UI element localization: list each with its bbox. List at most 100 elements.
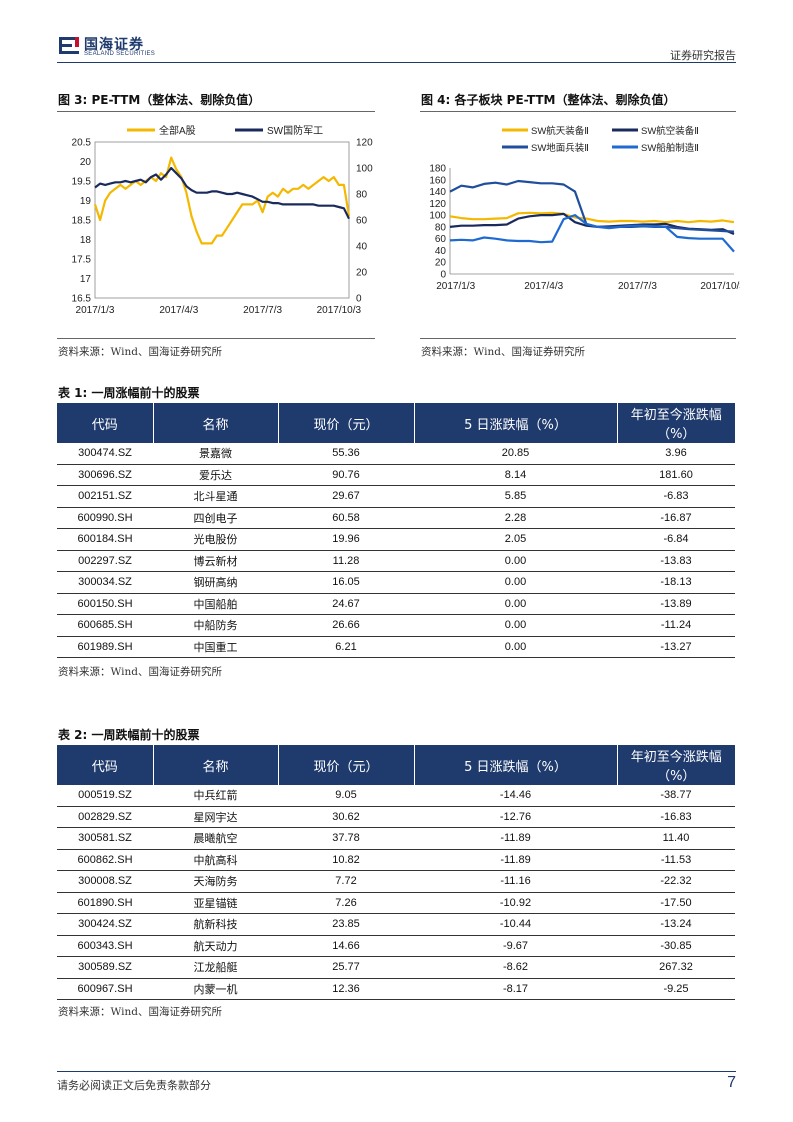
table2-code-cell: 000519.SZ [57, 785, 153, 807]
header-divider [57, 62, 736, 63]
table2-ytd-change-cell: -30.85 [617, 935, 735, 957]
table1-row: 600150.SH 中国船舶 24.67 0.00 -13.89 [57, 593, 735, 615]
table1-5day-change-cell: 5.85 [414, 485, 617, 508]
table2-ytd-change-cell: -11.53 [617, 849, 735, 871]
y-left-tick-label: 20 [80, 157, 92, 168]
y-left-tick-label: 16.5 [72, 294, 92, 305]
figure3-bottom-rule [57, 338, 375, 339]
table2-header-ytd-change: 年初至今涨跌幅（%） [617, 745, 735, 785]
table2-row: 601890.SH 亚星锚链 7.26 -10.92 -17.50 [57, 892, 735, 914]
table1-header-name: 名称 [153, 403, 279, 443]
table2-ytd-change-cell: -17.50 [617, 892, 735, 914]
table2-name-cell: 中兵红箭 [153, 785, 278, 807]
table1-header-price: 现价（元） [278, 403, 415, 443]
table1-5day-change-cell: 20.85 [414, 443, 617, 465]
table1-ytd-change-cell: -13.89 [617, 593, 735, 615]
table2-5day-change-cell: -9.67 [414, 935, 617, 957]
table2-name-cell: 江龙船艇 [153, 956, 278, 979]
table2-5day-change-cell: -10.44 [414, 913, 617, 936]
legend-label: SW航空装备Ⅱ [641, 125, 699, 137]
table2-5day-change-cell: -12.76 [414, 806, 617, 828]
table1-5day-change-cell: 2.28 [414, 507, 617, 529]
y-left-tick-label: 17 [80, 274, 92, 285]
table2-code-cell: 300581.SZ [57, 827, 153, 850]
table1-name-cell: 景嘉微 [153, 443, 278, 465]
table2-name-cell: 天海防务 [153, 870, 278, 893]
table1-code-cell: 002297.SZ [57, 550, 153, 572]
table2-name-cell: 中航高科 [153, 849, 278, 871]
table1-title: 表 1: 一周涨幅前十的股票 [58, 386, 200, 400]
table1-row: 300034.SZ 钢研高纳 16.05 0.00 -18.13 [57, 571, 735, 594]
table1-header-code: 代码 [57, 403, 154, 443]
table1-price-cell: 19.96 [278, 528, 414, 551]
table2-name-cell: 航新科技 [153, 913, 278, 936]
table1-price-cell: 90.76 [278, 464, 414, 486]
table1-ytd-change-cell: -6.83 [617, 485, 735, 508]
report-type-label: 证券研究报告 [670, 49, 736, 62]
table2-name-cell: 航天动力 [153, 935, 278, 957]
table1-name-cell: 中国重工 [153, 636, 278, 658]
y-right-tick-label: 0 [356, 294, 362, 305]
table1-5day-change-cell: 0.00 [414, 571, 617, 594]
table2-code-cell: 300424.SZ [57, 913, 153, 936]
table2-ytd-change-cell: -22.32 [617, 870, 735, 893]
table2-code-cell: 600343.SH [57, 935, 153, 957]
y-tick-label: 160 [429, 175, 446, 186]
y-tick-label: 140 [429, 187, 446, 198]
x-tick-label: 2017/1/3 [436, 281, 475, 292]
y-right-tick-label: 100 [356, 164, 373, 175]
table1-5day-change-cell: 2.05 [414, 528, 617, 551]
y-tick-label: 40 [435, 246, 447, 257]
table2-ytd-change-cell: 11.40 [617, 827, 735, 850]
series-line-aerospace-equipment [449, 211, 735, 224]
table1-row: 002297.SZ 博云新材 11.28 0.00 -13.83 [57, 550, 735, 572]
logo-mark-icon [59, 37, 79, 54]
y-right-tick-label: 40 [356, 242, 368, 253]
table2-name-cell: 星网宇达 [153, 806, 278, 828]
table2-ytd-change-cell: -38.77 [617, 785, 735, 807]
table1-row: 601989.SH 中国重工 6.21 0.00 -13.27 [57, 636, 735, 658]
table1-name-cell: 四创电子 [153, 507, 278, 529]
table2-ytd-change-cell: -13.24 [617, 913, 735, 936]
footer-divider [57, 1071, 736, 1072]
series-line-shipbuilding [449, 213, 735, 253]
table2-row: 600862.SH 中航高科 10.82 -11.89 -11.53 [57, 849, 735, 871]
x-tick-label: 2017/1/3 [76, 305, 115, 316]
table1-price-cell: 11.28 [278, 550, 414, 572]
table2-row: 300424.SZ 航新科技 23.85 -10.44 -13.24 [57, 913, 735, 936]
table1-ytd-change-cell: -16.87 [617, 507, 735, 529]
table1-code-cell: 300474.SZ [57, 443, 153, 465]
table2-5day-change-cell: -11.89 [414, 849, 617, 871]
table2-row: 600343.SH 航天动力 14.66 -9.67 -30.85 [57, 935, 735, 957]
table1-name-cell: 博云新材 [153, 550, 278, 572]
company-logo: 国海证券 SEALAND SECURITIES [58, 33, 168, 63]
figure3-chart: 16.5 17 17.5 18 18.5 19 19.5 20 20.5 0 20 40 60 80 100… [72, 124, 374, 316]
table1-code-cell: 600150.SH [57, 593, 153, 615]
table2-5day-change-cell: -11.89 [414, 827, 617, 850]
table1-header-row: 代码 名称 现价（元） 5 日涨跌幅（%） 年初至今涨跌幅（%） [57, 403, 735, 443]
x-tick-label: 2017/4/3 [159, 305, 198, 316]
table2-5day-change-cell: -10.92 [414, 892, 617, 914]
table1: 代码 名称 现价（元） 5 日涨跌幅（%） 年初至今涨跌幅（%） 300474.… [57, 403, 735, 658]
table1-name-cell: 中国船舶 [153, 593, 278, 615]
table1-row: 300474.SZ 景嘉微 55.36 20.85 3.96 [57, 443, 735, 465]
table1-code-cell: 600990.SH [57, 507, 153, 529]
logo-text-cn: 国海证券 [84, 37, 144, 53]
table2-5day-change-cell: -8.62 [414, 956, 617, 979]
legend-label: SW船舶制造Ⅱ [641, 142, 699, 154]
table2-ytd-change-cell: -9.25 [617, 978, 735, 1000]
table2-code-cell: 300008.SZ [57, 870, 153, 893]
table2-5day-change-cell: -11.16 [414, 870, 617, 893]
table2-price-cell: 14.66 [278, 935, 414, 957]
table2-price-cell: 7.72 [278, 870, 414, 893]
y-tick-label: 180 [429, 164, 446, 175]
y-tick-label: 60 [435, 234, 447, 245]
table2-row: 300008.SZ 天海防务 7.72 -11.16 -22.32 [57, 870, 735, 893]
figure4-title: 图 4: 各子板块 PE-TTM（整体法、剔除负值） [421, 93, 676, 107]
table2-row: 600967.SH 内蒙一机 12.36 -8.17 -9.25 [57, 978, 735, 1000]
table2-5day-change-cell: -14.46 [414, 785, 617, 807]
table1-name-cell: 爱乐达 [153, 464, 278, 486]
x-tick-label: 2017/7/3 [618, 281, 657, 292]
table1-price-cell: 6.21 [278, 636, 414, 658]
